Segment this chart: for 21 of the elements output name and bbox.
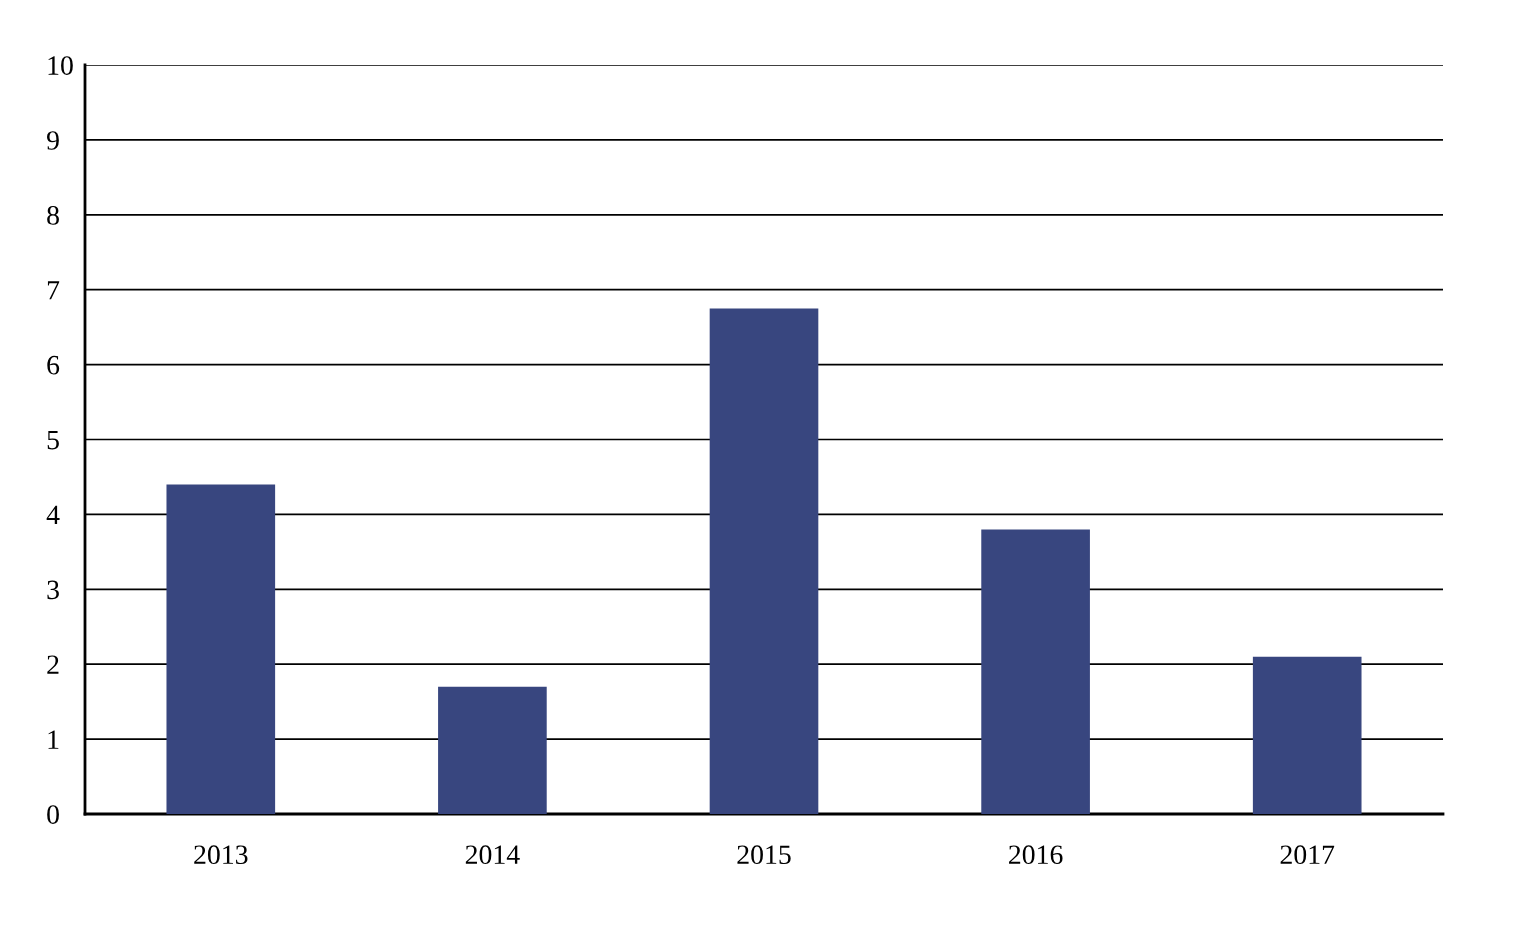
bar [438, 686, 547, 814]
y-tick-label: 5 [47, 430, 59, 450]
y-tick-label: 2 [47, 655, 59, 674]
x-tick-label: 2016 [1009, 845, 1063, 865]
bar [1252, 656, 1362, 814]
bar [981, 529, 1090, 814]
x-tick-label: 2014 [465, 845, 520, 865]
y-tick-label: 4 [46, 505, 60, 525]
y-tick-label: 3 [47, 580, 59, 600]
x-tick-label: 2015 [737, 845, 791, 865]
x-tick-label: 2017 [1280, 845, 1335, 865]
y-tick-label: 7 [47, 281, 60, 300]
y-tick-label: 0 [47, 805, 59, 824]
y-tick-label: 9 [47, 131, 59, 150]
y-tick-label: 8 [47, 205, 59, 225]
bar [709, 308, 819, 814]
bar [166, 484, 276, 814]
y-tick-label: 10 [48, 56, 73, 75]
y-tick-label: 6 [47, 355, 60, 375]
y-tick-label: 1 [48, 730, 59, 749]
x-tick-label: 2013 [194, 845, 248, 865]
